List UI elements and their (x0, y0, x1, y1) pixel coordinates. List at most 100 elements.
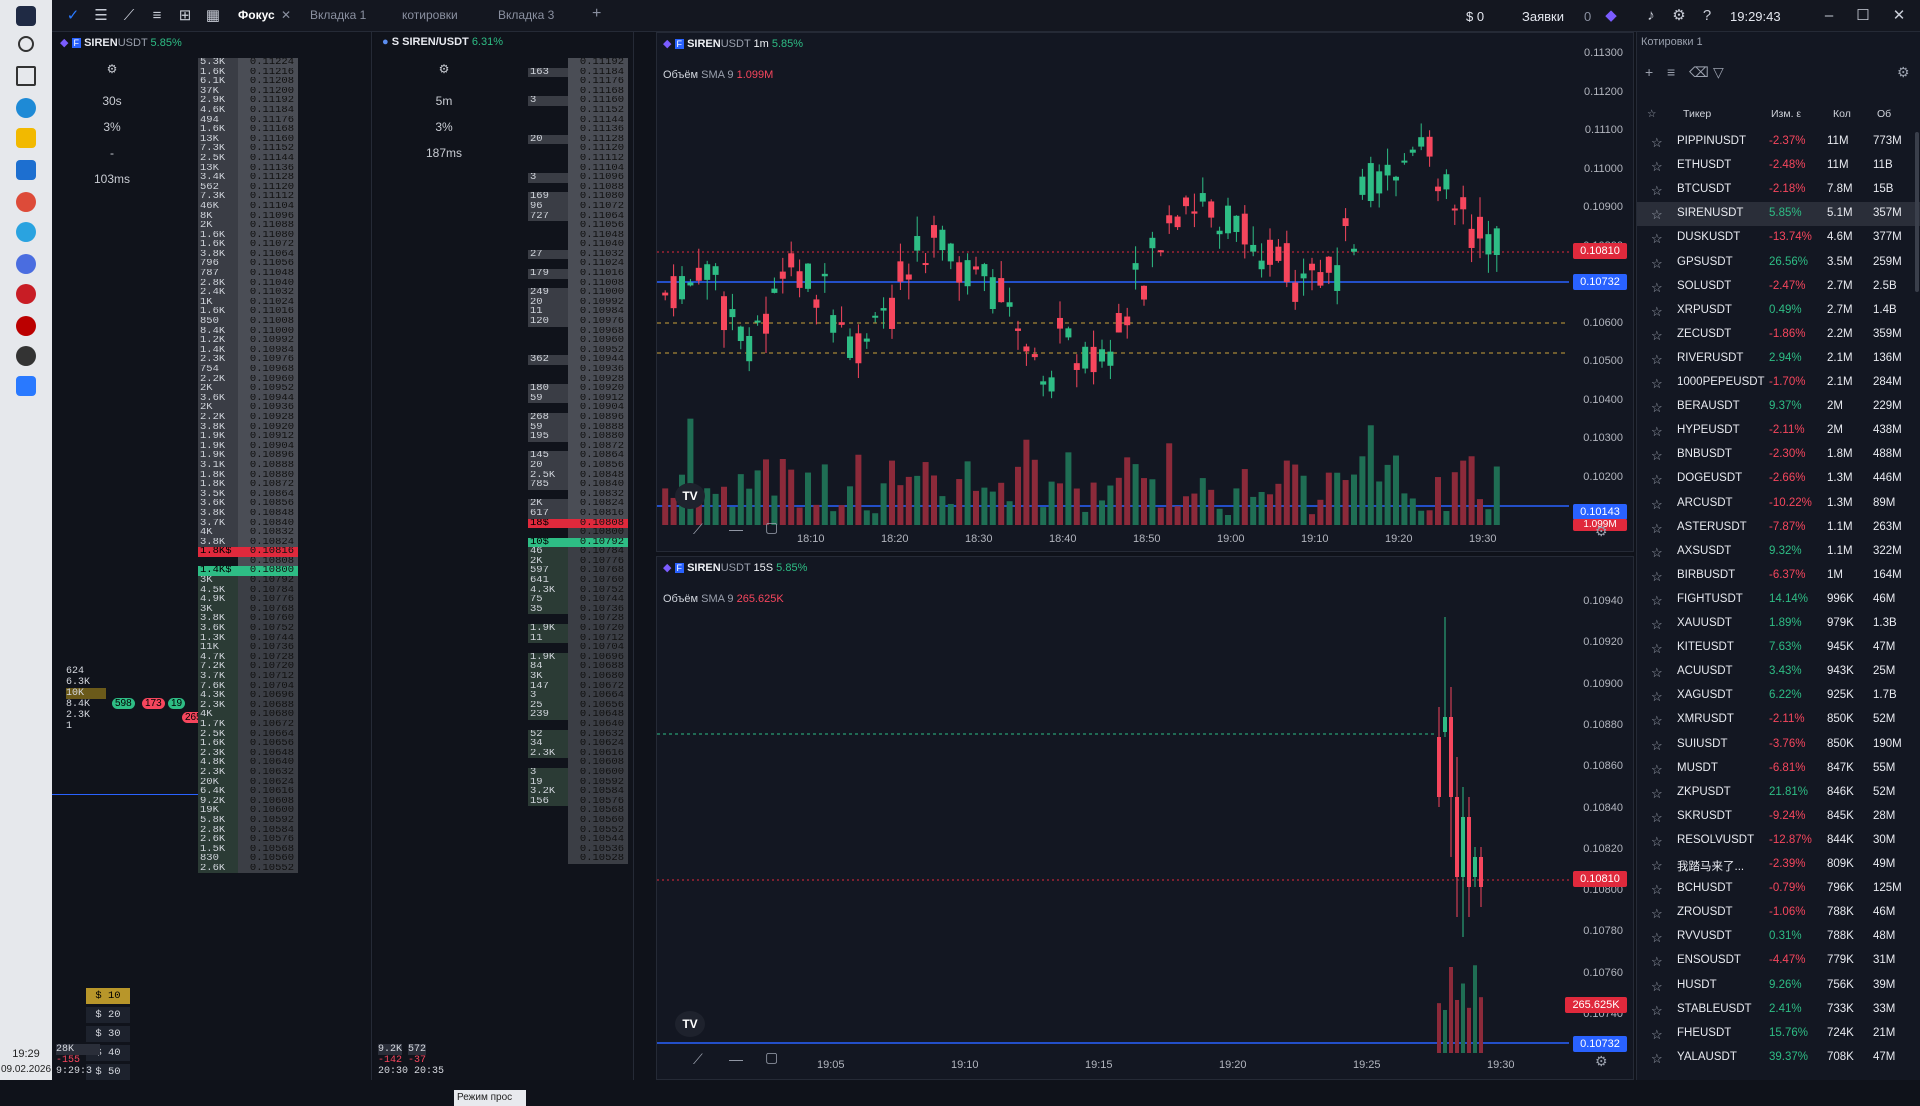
star-header-icon[interactable]: ☆ (1647, 108, 1657, 120)
chart1-interval[interactable]: 1m (753, 38, 769, 50)
grid-icon[interactable]: ⊞ (178, 7, 192, 24)
quote-row[interactable]: ☆ ASTERUSDT -7.87% 1.1M 263M (1637, 516, 1920, 540)
ladder-row[interactable]: 1.9K 0.10904 (198, 441, 308, 452)
quote-row[interactable]: ☆ ETHUSDT -2.48% 11M 11B (1637, 154, 1920, 178)
ladder-row[interactable]: 1.6K 0.11016 (198, 307, 308, 318)
quote-row[interactable]: ☆ XAUUSDT 1.89% 979K 1.3B (1637, 612, 1920, 636)
ladder-row[interactable]: 8K 0.11096 (198, 211, 308, 222)
ladder-row[interactable]: 7.2K 0.10720 (198, 662, 308, 672)
quote-row[interactable]: ☆ HYPEUSDT -2.11% 2M 438M (1637, 419, 1920, 443)
ladder-row[interactable]: 787 0.11048 (198, 269, 308, 279)
ladder-row[interactable]: 2.8K 0.10584 (198, 825, 308, 836)
ladder-row[interactable]: 1.6K 0.11168 (198, 125, 308, 135)
quote-row[interactable]: ☆ DOGEUSDT -2.66% 1.3M 446M (1637, 467, 1920, 491)
star-icon[interactable]: ☆ (1651, 1026, 1663, 1042)
ladder-row[interactable]: 147 0.10672 (528, 681, 634, 692)
app-logo-icon[interactable]: ✓ (66, 7, 80, 24)
ladder-row[interactable]: 11 0.10984 (528, 307, 634, 318)
dom1-range[interactable]: 3% (103, 120, 121, 134)
ladder-row[interactable]: 0.10728 (528, 614, 634, 625)
add-tab-icon[interactable]: + (592, 5, 602, 22)
quote-row[interactable]: ☆ BNBUSDT -2.30% 1.8M 488M (1637, 443, 1920, 467)
quote-row[interactable]: ☆ ZECUSDT -1.86% 2.2M 359M (1637, 323, 1920, 347)
col-volume[interactable]: Об (1877, 108, 1892, 120)
ladder-row[interactable]: 850 0.11008 (198, 317, 308, 327)
close-window-icon[interactable]: ✕ (1892, 7, 1906, 24)
rectangle-tool-icon[interactable]: ▢ (765, 1049, 779, 1065)
ladder-row[interactable]: 59 0.10912 (528, 393, 634, 404)
folder-icon[interactable] (16, 128, 36, 148)
ladder-row[interactable]: 362 0.10944 (528, 355, 634, 365)
star-icon[interactable]: ☆ (1651, 351, 1663, 367)
stake-button[interactable]: $ 10 (86, 988, 130, 1004)
eraser-icon[interactable]: ⌫ (1689, 64, 1709, 80)
quote-row[interactable]: ☆ GPSUSDT 26.56% 3.5M 259M (1637, 251, 1920, 275)
star-icon[interactable]: ☆ (1651, 544, 1663, 560)
star-icon[interactable]: ☆ (1651, 159, 1663, 175)
ladder-row[interactable]: 0.11024 (528, 259, 634, 270)
ladder-row[interactable]: 0.10528 (528, 854, 634, 864)
star-icon[interactable]: ☆ (1651, 882, 1663, 898)
ladder-row[interactable]: 2.3K 0.10688 (198, 700, 308, 711)
ladder-row[interactable]: 0.11056 (528, 221, 634, 231)
ladder-row[interactable]: 1.3K 0.10744 (198, 633, 308, 644)
orders-label[interactable]: Заявки (1522, 9, 1564, 24)
ladder-row[interactable]: 13K 0.11160 (198, 134, 308, 145)
add-icon[interactable]: + (1645, 64, 1654, 80)
ladder-row[interactable]: 3.7K 0.10840 (198, 518, 308, 529)
ladder-row[interactable]: 0.10872 (528, 441, 634, 452)
ladder-row[interactable]: 2K 0.10936 (198, 403, 308, 413)
app-icon[interactable] (16, 254, 36, 274)
ladder-row[interactable]: 1.9K 0.10720 (528, 624, 634, 634)
ladder-row[interactable]: 8.4K 0.11000 (198, 326, 308, 337)
ladder-row[interactable]: 3.7K 0.10712 (198, 672, 308, 682)
ladder-row[interactable]: 1K 0.11024 (198, 297, 308, 308)
dom2-range[interactable]: 3% (435, 120, 453, 134)
star-icon[interactable]: ☆ (1651, 785, 1663, 801)
ladder-row[interactable]: 11K 0.10736 (198, 643, 308, 653)
quote-row[interactable]: ☆ SKRUSDT -9.24% 845K 28M (1637, 805, 1920, 829)
mode-button[interactable]: Режим прос (454, 1090, 526, 1106)
ladder-row[interactable]: 20K 0.10624 (198, 777, 308, 788)
ladder-row[interactable]: 5.8K 0.10592 (198, 815, 308, 826)
star-icon[interactable]: ☆ (1651, 978, 1663, 994)
star-icon[interactable]: ☆ (1651, 424, 1663, 440)
telegram-icon[interactable] (16, 222, 36, 242)
quote-row[interactable]: ☆ ENSOUSDT -4.47% 779K 31M (1637, 949, 1920, 973)
close-tab-icon[interactable]: ✕ (281, 8, 292, 22)
maximize-icon[interactable]: ☐ (1856, 7, 1870, 24)
chart2-symbol[interactable]: SIREN (687, 562, 721, 574)
star-icon[interactable]: ☆ (1651, 617, 1663, 632)
ladder-row[interactable]: 120 0.10976 (528, 317, 634, 327)
ladder-row[interactable]: 4.3K 0.10752 (528, 585, 634, 596)
ladder-row[interactable]: 13K 0.11136 (198, 163, 308, 174)
star-icon[interactable]: ☆ (1651, 761, 1663, 777)
ladder-row[interactable]: 4.8K 0.10640 (198, 758, 308, 768)
stake-button[interactable]: $ 20 (86, 1007, 130, 1023)
windows-start-icon[interactable] (16, 6, 36, 26)
chart2-interval[interactable]: 15S (753, 562, 774, 574)
ladder-row[interactable]: 0.10608 (528, 758, 634, 768)
tab-focus[interactable]: Фокус (238, 8, 275, 22)
tab-3[interactable]: Вкладка 3 (498, 8, 555, 22)
ladder-row[interactable]: 7.3K 0.11112 (198, 192, 308, 202)
ladder-row[interactable]: 169 0.11080 (528, 192, 634, 202)
star-icon[interactable]: ☆ (1651, 665, 1663, 681)
star-icon[interactable]: ☆ (1651, 689, 1663, 705)
ladder-row[interactable]: 0.11136 (528, 125, 634, 135)
quote-row[interactable]: ☆ 我踏马来了... -2.39% 809K 49M (1637, 853, 1920, 877)
filter-icon[interactable]: ▽ (1713, 64, 1724, 80)
ladder-row[interactable]: 179 0.11016 (528, 269, 634, 279)
ladder-row[interactable]: 3K 0.10680 (528, 672, 634, 682)
quote-row[interactable]: ☆ BIRBUSDT -6.37% 1M 164M (1637, 564, 1920, 588)
ladder-row[interactable]: 3.6K 0.10944 (198, 393, 308, 404)
ladder-row[interactable]: 4.7K 0.10728 (198, 652, 308, 663)
ladder-row[interactable]: 0.10704 (528, 643, 634, 653)
chart1-settings-icon[interactable]: ⚙ (1595, 523, 1608, 539)
ladder-row[interactable]: 2K 0.10952 (198, 384, 308, 394)
ladder-row[interactable]: 1.6K 0.10656 (198, 739, 308, 749)
star-icon[interactable]: ☆ (1651, 1002, 1663, 1018)
obs-icon[interactable] (16, 346, 36, 366)
star-icon[interactable]: ☆ (1651, 809, 1663, 825)
ladder-row[interactable]: 0.10536 (528, 844, 634, 855)
